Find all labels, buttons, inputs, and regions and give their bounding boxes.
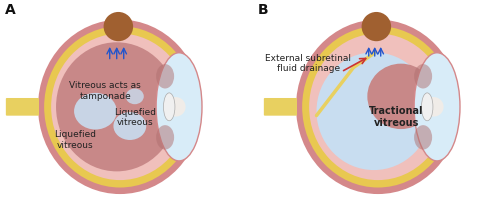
Ellipse shape [296,20,460,194]
Ellipse shape [44,26,196,188]
Ellipse shape [164,93,175,121]
Ellipse shape [114,112,146,140]
Circle shape [362,12,391,41]
Ellipse shape [51,34,189,180]
Text: External subretinal
fluid drainage: External subretinal fluid drainage [266,54,352,73]
Circle shape [424,97,444,117]
Ellipse shape [156,64,174,89]
Text: Liquefied
vitreous: Liquefied vitreous [114,108,156,127]
Ellipse shape [56,42,178,171]
Circle shape [104,12,133,41]
Ellipse shape [368,64,434,129]
Ellipse shape [316,52,432,170]
Ellipse shape [414,53,460,161]
Ellipse shape [414,53,460,161]
Text: Vitreous acts as
tamponade: Vitreous acts as tamponade [70,81,141,101]
Circle shape [166,97,186,117]
Ellipse shape [414,125,432,150]
Ellipse shape [74,93,116,130]
Text: Tractional
vitreous: Tractional vitreous [369,106,424,128]
Ellipse shape [414,64,432,89]
FancyBboxPatch shape [6,98,39,116]
Text: B: B [258,3,268,17]
Text: Liquefied
vitreous: Liquefied vitreous [54,130,96,150]
Ellipse shape [38,20,202,194]
Ellipse shape [156,53,202,161]
Ellipse shape [126,89,144,104]
FancyBboxPatch shape [264,98,297,116]
Ellipse shape [309,34,447,180]
Ellipse shape [156,53,202,161]
Ellipse shape [422,93,433,121]
Ellipse shape [156,125,174,150]
Ellipse shape [302,26,454,188]
Text: A: A [5,3,16,17]
